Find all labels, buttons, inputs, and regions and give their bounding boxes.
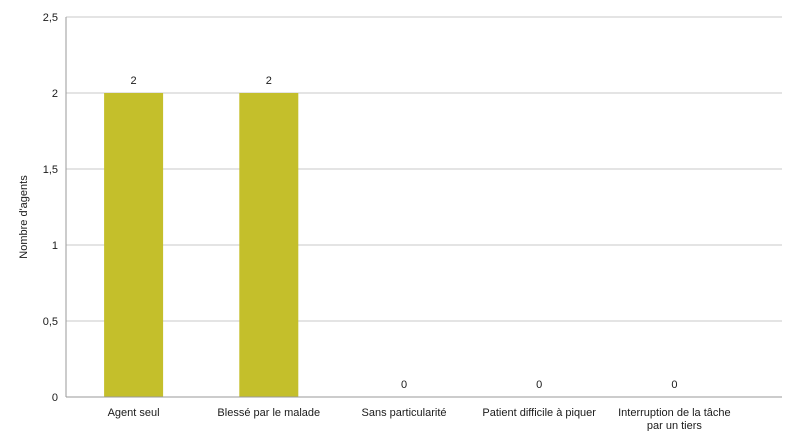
category-label: Interruption de la tâche par un tiers	[618, 407, 731, 431]
category-label: Sans particularité	[362, 407, 447, 419]
y-tick-label: 2	[52, 88, 58, 100]
y-tick-label: 0,5	[43, 316, 58, 328]
bars	[104, 93, 299, 397]
category-label: Agent seul	[108, 407, 160, 419]
data-label: 2	[266, 75, 272, 87]
y-tick-label: 1	[52, 240, 58, 252]
data-label: 0	[671, 379, 677, 391]
y-tick-label: 1,5	[43, 164, 58, 176]
y-tick-label: 2,5	[43, 12, 58, 24]
data-label: 0	[536, 379, 542, 391]
y-tick-label: 0	[52, 392, 58, 404]
y-tick-labels: 0 0,5 1 1,5 2 2,5	[43, 12, 58, 404]
bar	[239, 93, 299, 397]
category-label: Patient difficile à piquer	[482, 407, 596, 419]
data-labels: 2 2 0 0 0	[131, 75, 678, 391]
category-label: Blessé par le malade	[217, 407, 320, 419]
gridlines	[66, 16, 782, 322]
bar	[104, 93, 164, 397]
x-category-labels: Agent seul Blessé par le malade Sans parti…	[108, 407, 731, 431]
data-label: 2	[131, 75, 137, 87]
data-label: 0	[401, 379, 407, 391]
y-axis-title: Nombre d'agents	[18, 175, 30, 259]
